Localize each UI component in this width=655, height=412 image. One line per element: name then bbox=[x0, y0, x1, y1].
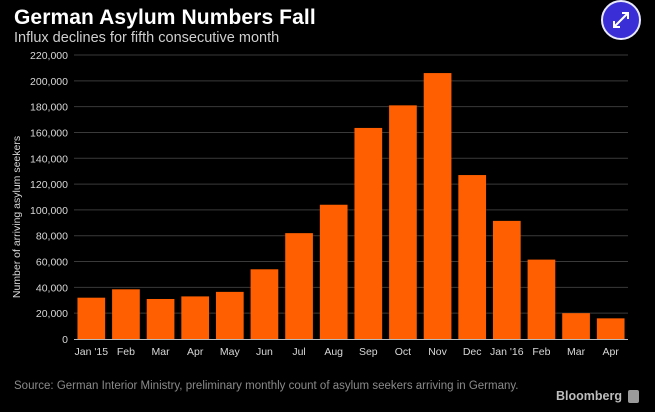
bar bbox=[215, 291, 244, 339]
bar bbox=[181, 296, 210, 339]
y-tick-label: 20,000 bbox=[36, 308, 68, 320]
y-axis-label: Number of arriving asylum seekers bbox=[11, 136, 23, 298]
y-tick-label: 220,000 bbox=[30, 50, 68, 62]
bar bbox=[596, 318, 625, 339]
bar bbox=[423, 73, 452, 339]
x-tick-label: May bbox=[220, 346, 241, 358]
chart-subtitle: Influx declines for fifth consecutive mo… bbox=[14, 30, 280, 46]
bar bbox=[285, 233, 313, 339]
x-tick-label: Jan '16 bbox=[490, 346, 524, 358]
y-tick-label: 0 bbox=[62, 334, 68, 346]
brand-name: Bloomberg bbox=[556, 389, 622, 403]
bar bbox=[112, 289, 140, 339]
y-tick-label: 200,000 bbox=[30, 76, 68, 88]
x-tick-label: Feb bbox=[117, 346, 135, 358]
chart-title: German Asylum Numbers Fall bbox=[14, 6, 316, 29]
y-tick-label: 100,000 bbox=[30, 205, 68, 217]
x-tick-label: Feb bbox=[532, 346, 550, 358]
x-tick-label: Nov bbox=[428, 346, 447, 358]
y-tick-label: 180,000 bbox=[30, 102, 68, 114]
y-tick-label: 140,000 bbox=[30, 153, 68, 165]
source-note: Source: German Interior Ministry, prelim… bbox=[14, 380, 519, 392]
bar bbox=[250, 269, 279, 339]
bar bbox=[77, 297, 106, 339]
bar bbox=[319, 204, 348, 339]
bar bbox=[354, 127, 383, 339]
x-tick-label: Oct bbox=[395, 346, 411, 358]
x-tick-label: Sep bbox=[359, 346, 378, 358]
y-tick-label: 80,000 bbox=[36, 231, 68, 243]
y-axis-ticks: 0 20,000 40,000 60,000 80,000 100,000 120,000 1… bbox=[30, 50, 68, 346]
expand-arrows-icon bbox=[613, 12, 629, 28]
x-tick-label: Dec bbox=[463, 346, 482, 358]
expand-button[interactable] bbox=[601, 0, 641, 40]
bar bbox=[458, 175, 487, 339]
bar bbox=[146, 298, 175, 339]
x-tick-label: Jul bbox=[292, 346, 305, 358]
y-tick-label: 120,000 bbox=[30, 179, 68, 191]
bar bbox=[389, 105, 417, 339]
x-tick-label: Aug bbox=[324, 346, 343, 358]
x-tick-label: Mar bbox=[567, 346, 586, 358]
bar bbox=[492, 220, 521, 339]
bar bbox=[562, 313, 590, 339]
x-tick-label: Mar bbox=[152, 346, 171, 358]
y-tick-label: 60,000 bbox=[36, 257, 68, 269]
x-tick-label: Apr bbox=[187, 346, 204, 358]
bars bbox=[77, 73, 625, 339]
y-tick-label: 160,000 bbox=[30, 127, 68, 139]
bloomberg-logo-icon bbox=[628, 390, 639, 403]
x-tick-label: Jan '15 bbox=[75, 346, 109, 358]
x-tick-label: Jun bbox=[256, 346, 273, 358]
x-axis-ticks: Jan '15 Feb Mar Apr May Jun Jul Aug Sep Oct Nov Dec… bbox=[75, 346, 620, 358]
y-tick-label: 40,000 bbox=[36, 282, 68, 294]
bar bbox=[527, 259, 556, 339]
x-tick-label: Apr bbox=[603, 346, 620, 358]
